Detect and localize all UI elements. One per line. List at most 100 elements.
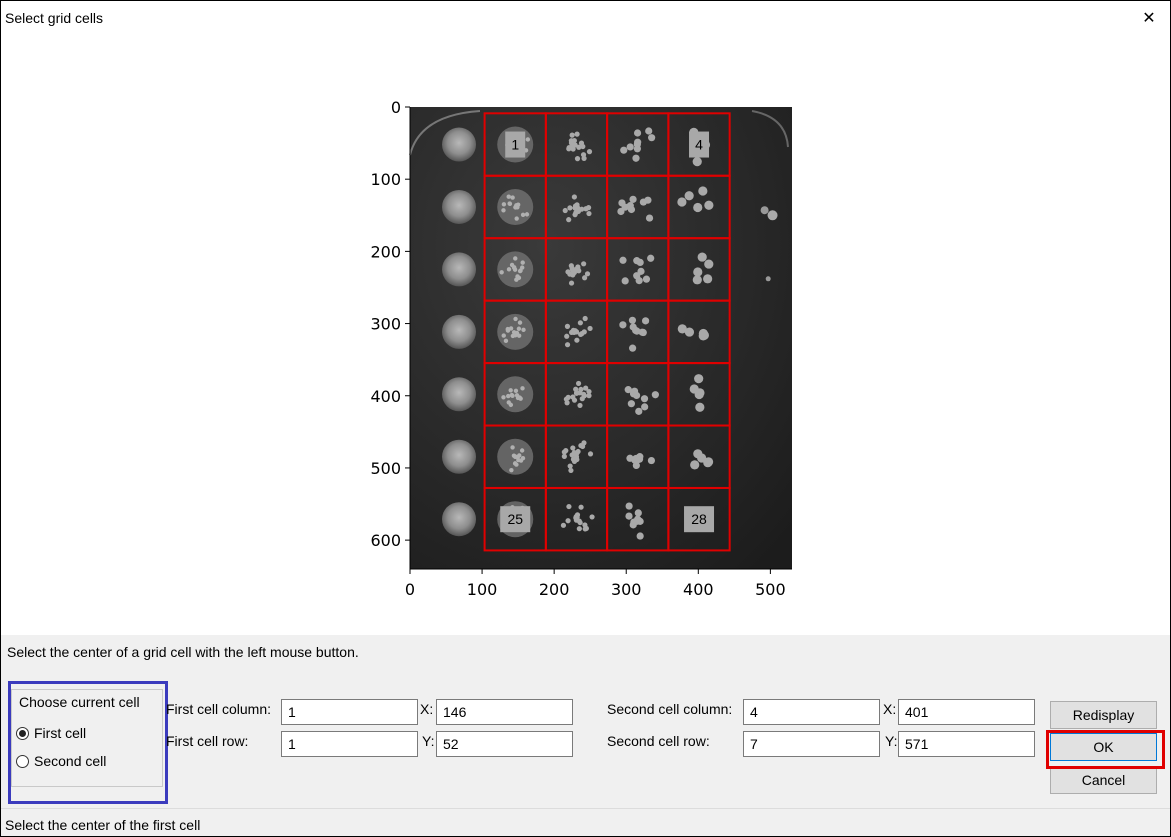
colony-spot <box>648 457 655 464</box>
colony-spot <box>768 210 778 220</box>
colony-spot <box>567 145 572 150</box>
close-icon: ✕ <box>1142 8 1155 28</box>
colony-spot <box>619 257 626 264</box>
colony-spot <box>501 395 505 399</box>
colony-spot <box>622 277 629 284</box>
colony-spot <box>520 386 524 390</box>
colony-spot <box>521 328 525 332</box>
status-text: Select the center of the first cell <box>5 817 200 833</box>
colony-spot <box>703 274 712 283</box>
colony-spot <box>693 203 702 212</box>
colony-spot <box>695 390 704 399</box>
second-y-input[interactable] <box>898 731 1035 757</box>
x-tick-label: 0 <box>405 580 415 599</box>
colony-spot <box>766 276 771 281</box>
colony-spot <box>633 455 640 462</box>
instruction-text: Select the center of a grid cell with th… <box>7 644 359 660</box>
colony-spot <box>586 211 591 216</box>
colony-spot <box>509 388 513 392</box>
colony-spot <box>700 331 709 340</box>
colony-spot <box>525 212 529 216</box>
plate-image-plot[interactable]: 1 4 25 28 0 100 200 300 400 500 600 0 100 200 300 400 5… <box>1 35 1170 635</box>
colony-spot <box>574 338 579 343</box>
colony-spot <box>564 400 569 405</box>
cancel-button[interactable]: Cancel <box>1050 766 1157 794</box>
x-tick-label: 200 <box>539 580 570 599</box>
colony-spot <box>698 252 707 261</box>
colony-spot <box>642 317 649 324</box>
second-x-label: X: <box>883 701 896 717</box>
second-cell-row-label: Second cell row: <box>607 733 710 749</box>
colony-spot <box>577 526 582 531</box>
control-colony <box>442 315 476 349</box>
colony-spot <box>578 320 583 325</box>
colony-spot <box>581 261 586 266</box>
colony-spot <box>629 317 636 324</box>
colony-spot <box>579 140 584 145</box>
colony-spot <box>572 270 577 275</box>
status-bar: Select the center of the first cell <box>1 808 1170 837</box>
colony-spot <box>577 403 582 408</box>
colony-spot <box>518 320 522 324</box>
y-tick-label: 200 <box>370 242 401 261</box>
first-y-label: Y: <box>422 733 434 749</box>
colony-spot <box>695 403 704 412</box>
colony-spot <box>694 374 703 383</box>
colony-spot <box>570 452 575 457</box>
window-title: Select grid cells <box>5 10 103 26</box>
colony-spot <box>515 216 519 220</box>
colony-spot <box>693 275 702 284</box>
second-cell-column-input[interactable] <box>743 699 880 725</box>
second-x-input[interactable] <box>898 699 1035 725</box>
close-button[interactable]: ✕ <box>1129 1 1169 35</box>
colony-spot <box>566 217 571 222</box>
colony-spot <box>514 203 518 207</box>
colony-spot <box>567 205 572 210</box>
redisplay-button[interactable]: Redisplay <box>1050 701 1157 729</box>
colony-spot <box>513 454 517 458</box>
colony-spot <box>561 523 566 528</box>
colony-spot <box>629 196 636 203</box>
colony-spot <box>516 458 520 462</box>
x-tick-label: 300 <box>611 580 642 599</box>
colony-spot <box>578 387 583 392</box>
colony-spot <box>632 155 639 162</box>
colony-spot <box>518 268 522 272</box>
colony-spot <box>582 393 587 398</box>
first-cell-row-input[interactable] <box>281 731 418 757</box>
colony-spot <box>574 132 579 137</box>
colony-spot <box>566 504 571 509</box>
colony-spot <box>648 134 655 141</box>
control-colony <box>442 377 476 411</box>
first-y-input[interactable] <box>436 731 573 757</box>
plot-area[interactable]: 1 4 25 28 0 100 200 300 400 500 600 0 100 200 300 400 5… <box>1 35 1170 635</box>
colony-spot <box>698 186 707 195</box>
colony-spot <box>517 327 521 331</box>
colony-spot <box>562 449 567 454</box>
colony-spot <box>513 333 517 337</box>
colony-spot <box>619 321 626 328</box>
first-cell-column-input[interactable] <box>281 699 418 725</box>
colony-spot <box>568 468 573 473</box>
second-cell-column-label: Second cell column: <box>607 701 732 717</box>
colony-spot <box>704 201 713 210</box>
colony-spot <box>626 502 633 509</box>
colony-spot <box>510 445 514 449</box>
colony-spot <box>509 326 513 330</box>
colony-spot <box>502 202 506 206</box>
first-x-input[interactable] <box>436 699 573 725</box>
y-tick-label: 400 <box>370 387 401 406</box>
second-cell-row-input[interactable] <box>743 731 880 757</box>
colony-spot <box>574 329 579 334</box>
colony-spot <box>520 448 524 452</box>
control-colony <box>442 252 476 286</box>
colony-spot <box>509 468 513 472</box>
y-tick-label: 100 <box>370 170 401 189</box>
second-y-label: Y: <box>885 733 897 749</box>
colony-spot <box>518 396 522 400</box>
colony-spot <box>678 324 687 333</box>
colony-spot <box>572 398 577 403</box>
colony-spot <box>576 209 581 214</box>
colony-spot <box>569 138 574 143</box>
colony-spot <box>578 520 583 525</box>
